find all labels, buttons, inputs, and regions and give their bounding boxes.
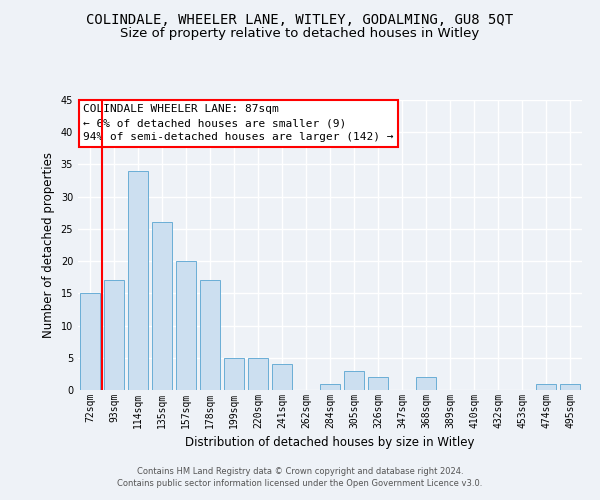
Bar — [224, 358, 244, 390]
Text: COLINDALE WHEELER LANE: 87sqm
← 6% of detached houses are smaller (9)
94% of sem: COLINDALE WHEELER LANE: 87sqm ← 6% of de… — [83, 104, 394, 142]
Text: COLINDALE, WHEELER LANE, WITLEY, GODALMING, GU8 5QT: COLINDALE, WHEELER LANE, WITLEY, GODALMI… — [86, 12, 514, 26]
Bar — [104, 280, 124, 390]
Bar — [368, 377, 388, 390]
Bar — [560, 384, 580, 390]
Bar — [536, 384, 556, 390]
Text: Contains HM Land Registry data © Crown copyright and database right 2024.
Contai: Contains HM Land Registry data © Crown c… — [118, 466, 482, 487]
Bar — [152, 222, 172, 390]
Bar — [320, 384, 340, 390]
Text: Size of property relative to detached houses in Witley: Size of property relative to detached ho… — [121, 28, 479, 40]
Bar — [272, 364, 292, 390]
Bar — [80, 294, 100, 390]
Bar — [344, 370, 364, 390]
Y-axis label: Number of detached properties: Number of detached properties — [42, 152, 55, 338]
Bar — [176, 261, 196, 390]
Bar — [416, 377, 436, 390]
Bar — [200, 280, 220, 390]
Bar — [128, 171, 148, 390]
Bar — [248, 358, 268, 390]
X-axis label: Distribution of detached houses by size in Witley: Distribution of detached houses by size … — [185, 436, 475, 450]
